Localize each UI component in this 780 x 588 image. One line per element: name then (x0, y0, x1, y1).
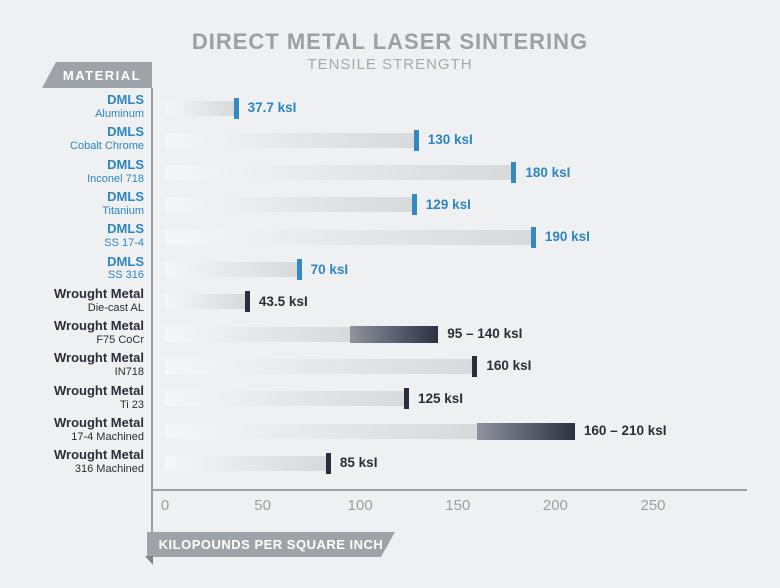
row-label-material: Ti 23 (119, 398, 144, 411)
x-axis-tick-label: 250 (640, 497, 666, 514)
row-label-group: DMLS (107, 221, 144, 237)
material-axis-badge: MATERIAL (42, 62, 152, 88)
row-label-group: DMLS (107, 124, 144, 140)
row-label-group: DMLS (107, 188, 144, 204)
row-label-material: Die-cast AL (87, 301, 144, 314)
bar-track (165, 358, 473, 374)
bar-end-marker (530, 226, 536, 248)
row-label-group: DMLS (107, 156, 144, 172)
row-label: Wrought Metal 17-4 Machined (4, 415, 144, 444)
bar-track (165, 262, 297, 277)
row-label: DMLS Titanium (4, 188, 144, 218)
bar-end-marker (325, 452, 331, 474)
bar-value-label: 70 ksI (310, 261, 349, 277)
bar-end-marker (404, 388, 409, 410)
chart-title: DIRECT METAL LASER SINTERING (191, 29, 589, 54)
bar-value-label: 180 ksI (525, 164, 571, 180)
bar-track (165, 423, 478, 439)
row-label: Wrought Metal F75 CoCr (4, 318, 144, 347)
bar-track (165, 165, 512, 181)
row-label-material: SS 316 (107, 269, 144, 282)
bar-value-label: 130 ksI (427, 132, 473, 148)
x-axis-tick-label: 0 (160, 497, 170, 514)
bar-track (165, 197, 412, 213)
x-axis-tick-label: 200 (542, 497, 568, 514)
bar-value-label: 85 ksI (339, 455, 378, 471)
bar-value-label: 190 ksI (544, 229, 590, 245)
row-label-group: Wrought Metal (53, 382, 144, 398)
bar-track (165, 326, 351, 342)
row-label-group: DMLS (107, 253, 144, 269)
y-axis-line (151, 88, 153, 532)
bar-end-marker (244, 291, 250, 313)
bar-end-marker (511, 162, 517, 184)
x-axis-badge-fold (145, 556, 153, 565)
row-label: Wrought Metal 316 Machined (4, 447, 144, 476)
bar-range-segment (477, 422, 575, 440)
bar-end-marker (413, 129, 419, 151)
bar-value-label: 125 ksI (418, 390, 464, 406)
x-axis-tick-label: 150 (445, 497, 471, 514)
material-badge-label: MATERIAL (62, 67, 142, 83)
bar-end-marker (296, 259, 302, 280)
row-label: DMLS Cobalt Chrome (4, 124, 144, 153)
bar-track (165, 100, 234, 116)
bar-track (165, 391, 404, 407)
bar-end-marker (233, 97, 239, 119)
row-label: Wrought Metal Die-cast AL (4, 285, 144, 315)
row-label: DMLS SS 316 (4, 253, 144, 283)
bar-track (165, 455, 326, 471)
row-label: DMLS Inconel 718 (4, 156, 144, 186)
x-axis-line (151, 489, 747, 491)
bar-value-label: 37.7 ksI (247, 100, 297, 115)
row-label: DMLS Aluminum (4, 92, 144, 121)
row-label-material: Cobalt Chrome (70, 140, 144, 153)
x-axis-badge-label: KILOPOUNDS PER SQUARE INCH (158, 537, 384, 552)
bar-value-label: 43.5 ksI (258, 293, 308, 309)
bar-track (165, 229, 531, 245)
row-label: DMLS SS 17-4 (4, 221, 144, 250)
bar-value-label: 160 – 210 ksI (583, 423, 667, 438)
bar-track (165, 132, 414, 148)
row-label: Wrought Metal Ti 23 (4, 382, 144, 412)
row-label-group: Wrought Metal (53, 447, 144, 463)
row-label-material: 316 Machined (74, 463, 144, 476)
row-label-material: 17-4 Machined (71, 430, 144, 443)
bar-value-label: 95 – 140 ksI (447, 326, 523, 342)
row-label-group: Wrought Metal (53, 285, 144, 301)
row-label-group: Wrought Metal (53, 415, 144, 430)
bar-track (165, 294, 245, 310)
row-label-material: F75 CoCr (96, 334, 144, 347)
row-label-group: Wrought Metal (53, 350, 144, 366)
x-axis-tick-label: 100 (347, 497, 373, 514)
bar-end-marker (411, 194, 417, 216)
chart-subtitle: TENSILE STRENGTH (307, 56, 473, 73)
row-label-material: Aluminum (95, 107, 144, 120)
bar-value-label: 129 ksI (425, 196, 471, 212)
row-label-group: DMLS (107, 92, 144, 107)
row-label-material: Inconel 718 (87, 172, 144, 185)
row-label-group: Wrought Metal (53, 318, 144, 334)
row-label-material: SS 17-4 (104, 237, 144, 250)
bar-value-label: 160 ksI (486, 358, 532, 374)
row-label: Wrought Metal IN718 (4, 350, 144, 379)
x-axis-badge: KILOPOUNDS PER SQUARE INCH (147, 532, 395, 557)
row-label-material: Titanium (102, 204, 144, 217)
bar-end-marker (472, 355, 478, 377)
row-label-material: IN718 (114, 366, 144, 379)
bar-range-segment (350, 325, 439, 343)
x-axis-tick-label: 50 (254, 497, 271, 514)
